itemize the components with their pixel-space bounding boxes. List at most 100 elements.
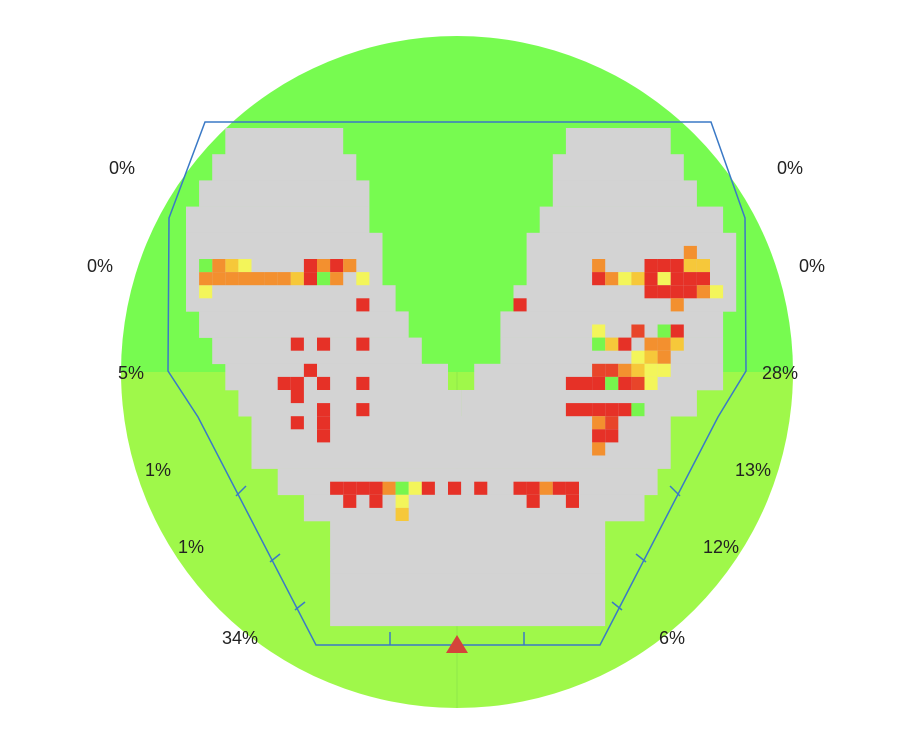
heat-cell [631, 376, 645, 390]
zone-label-left-1: 0% [109, 158, 135, 178]
heat-cell [395, 481, 409, 495]
heat-cell [592, 416, 606, 430]
pitch-segment [238, 390, 462, 417]
heat-cell [539, 481, 553, 495]
heat-cell [605, 429, 619, 443]
heat-cell [605, 363, 619, 377]
pitch-segment [330, 573, 606, 627]
heat-cell [618, 376, 632, 390]
pitch-area [186, 128, 737, 627]
heat-cell [408, 481, 422, 495]
heat-cell [513, 481, 527, 495]
heat-cell [644, 376, 658, 390]
heat-cell [657, 285, 671, 299]
heat-cell [290, 272, 304, 286]
zone-label-left-2: 0% [87, 256, 113, 276]
right-zone-labels: 0% 0% 28% 13% 12% 6% [659, 158, 825, 648]
heat-cell [605, 272, 619, 286]
upper-zone [121, 36, 793, 372]
home-plate-marker [446, 635, 468, 653]
heat-cell [644, 350, 658, 364]
heat-cell [330, 272, 344, 286]
pitch-segment [500, 311, 724, 338]
heat-cell [303, 259, 317, 273]
zone-label-right-4: 13% [735, 460, 771, 480]
zone-label-right-2: 0% [799, 256, 825, 276]
heat-cell [565, 481, 579, 495]
heat-cell [579, 403, 593, 417]
heat-cell [670, 324, 684, 338]
heat-cell [290, 337, 304, 351]
heat-cell [657, 259, 671, 273]
heat-cell [644, 272, 658, 286]
heat-cell [683, 259, 697, 273]
heat-cell [526, 494, 540, 508]
heat-cell [592, 337, 606, 351]
heat-cell [565, 403, 579, 417]
heat-cell [710, 285, 724, 299]
pitch-segment [212, 154, 357, 181]
heat-cell [631, 324, 645, 338]
heat-cell [317, 416, 331, 430]
left-zone-labels: 0% 0% 5% 1% 1% 34% [87, 158, 258, 648]
heat-cell [605, 403, 619, 417]
heat-cell [290, 416, 304, 430]
heat-cell [264, 272, 278, 286]
outline-tick [269, 553, 281, 563]
heat-cell [657, 337, 671, 351]
outline-tick [635, 553, 647, 563]
heat-cell [644, 337, 658, 351]
heat-cell [631, 350, 645, 364]
pitch-segment [565, 128, 671, 155]
heat-cell [290, 390, 304, 404]
heat-cell [696, 272, 710, 286]
heat-cell [343, 494, 357, 508]
heat-cell [317, 259, 331, 273]
heat-cell [395, 494, 409, 508]
heat-cell [605, 376, 619, 390]
heat-cell [657, 272, 671, 286]
pitch-segment [225, 363, 448, 391]
pitch-segment [199, 311, 409, 338]
heat-cells [199, 245, 724, 521]
pitch-segment [186, 206, 370, 234]
heat-cell [565, 376, 579, 390]
outline-tick [611, 601, 623, 611]
heat-cell [618, 337, 632, 351]
heat-cell [592, 429, 606, 443]
outline-tick [294, 601, 306, 611]
heat-cell [618, 403, 632, 417]
pitch-segment [330, 547, 606, 574]
heat-cell [356, 298, 370, 312]
outline-ticks [235, 485, 681, 645]
heat-cell [592, 403, 606, 417]
heat-cell [670, 298, 684, 312]
zone-label-right-5: 12% [703, 537, 739, 557]
heat-cell [343, 481, 357, 495]
heat-cell [631, 403, 645, 417]
heat-cell [683, 245, 697, 259]
zone-label-right-3: 28% [762, 363, 798, 383]
heat-cell [395, 507, 409, 521]
zone-label-right-1: 0% [777, 158, 803, 178]
heat-cell [592, 376, 606, 390]
zone-label-left-5: 1% [178, 537, 204, 557]
heat-cell [317, 272, 331, 286]
heat-cell [631, 363, 645, 377]
heat-cell [303, 272, 317, 286]
heat-cell [631, 272, 645, 286]
heat-cell [526, 481, 540, 495]
heat-cell [212, 259, 226, 273]
heat-cell [513, 298, 527, 312]
heat-cell [592, 442, 606, 456]
pitch-segment [539, 206, 724, 234]
heat-cell [238, 272, 252, 286]
heat-cell [290, 376, 304, 390]
heat-cell [343, 259, 357, 273]
pitch-segment [552, 154, 684, 181]
heat-cell [670, 272, 684, 286]
heat-cell [199, 285, 213, 299]
heat-cell [356, 272, 370, 286]
heat-cell [696, 285, 710, 299]
